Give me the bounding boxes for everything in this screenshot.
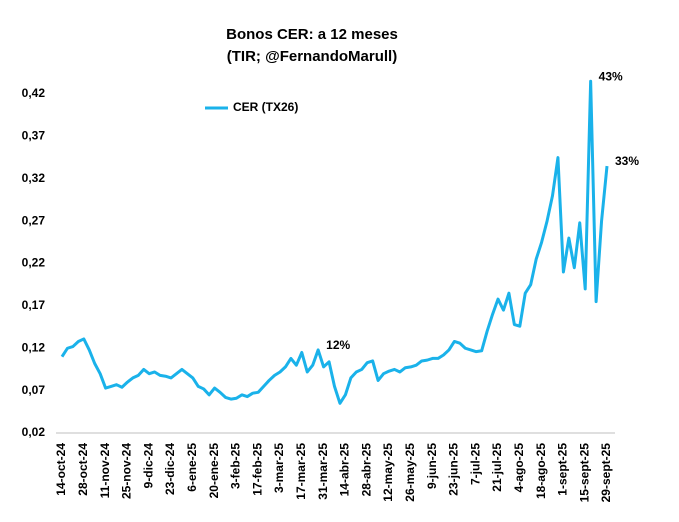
x-tick-label: 9-dic-24 <box>141 443 155 489</box>
x-tick-label: 14-oct-24 <box>54 443 68 496</box>
x-tick-label: 31-mar-25 <box>316 443 330 500</box>
legend-label: CER (TX26) <box>233 100 298 114</box>
x-tick-label: 20-ene-25 <box>207 443 221 499</box>
x-tick-label: 21-jul-25 <box>490 443 504 492</box>
x-tick-label: 14-abr-25 <box>338 443 352 497</box>
y-tick-label: 0,17 <box>22 298 46 312</box>
x-tick-label: 3-mar-25 <box>272 443 286 493</box>
y-tick-label: 0,27 <box>22 213 46 227</box>
x-tick-label: 3-feb-25 <box>229 443 243 489</box>
x-tick-label: 29-sept-25 <box>599 443 613 503</box>
x-tick-label: 15-sept-25 <box>577 443 591 503</box>
x-tick-label: 11-nov-24 <box>98 443 112 499</box>
x-tick-label: 23-dic-24 <box>163 443 177 495</box>
x-tick-label: 28-oct-24 <box>76 443 90 496</box>
chart-title: Bonos CER: a 12 meses <box>226 26 398 43</box>
x-tick-label: 26-may-25 <box>403 443 417 502</box>
y-tick-label: 0,07 <box>22 383 46 397</box>
y-tick-label: 0,22 <box>22 256 46 270</box>
data-label: 43% <box>599 69 623 83</box>
x-tick-label: 9-jun-25 <box>425 443 439 489</box>
x-tick-label: 17-mar-25 <box>294 443 308 500</box>
x-tick-label: 6-ene-25 <box>185 443 199 492</box>
data-label: 12% <box>326 338 350 352</box>
x-tick-label: 18-ago-25 <box>534 443 548 499</box>
x-tick-label: 17-feb-25 <box>250 443 264 496</box>
chart-subtitle: (TIR; @FernandoMarull) <box>227 48 397 65</box>
data-label: 33% <box>615 154 639 168</box>
x-tick-label: 23-jun-25 <box>447 443 461 496</box>
x-tick-label: 28-abr-25 <box>359 443 373 497</box>
x-tick-label: 7-jul-25 <box>468 443 482 485</box>
y-tick-label: 0,02 <box>22 425 46 439</box>
x-tick-label: 25-nov-24 <box>120 443 134 499</box>
x-tick-label: 1-sept-25 <box>556 443 570 496</box>
series-line <box>60 79 609 405</box>
y-tick-label: 0,42 <box>22 86 46 100</box>
y-tick-label: 0,37 <box>22 129 46 143</box>
x-tick-label: 4-ago-25 <box>512 443 526 493</box>
x-tick-label: 12-may-25 <box>381 443 395 502</box>
y-tick-label: 0,12 <box>22 340 46 354</box>
y-tick-label: 0,32 <box>22 171 46 185</box>
